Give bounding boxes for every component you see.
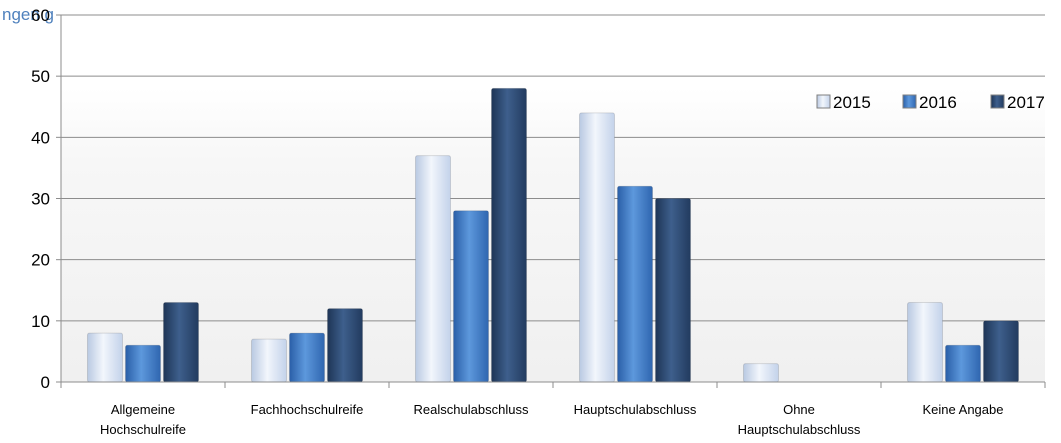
legend-label: 2017	[1007, 93, 1045, 112]
x-tick-label: Hauptschulabschluss	[738, 422, 861, 437]
bar-2015	[87, 332, 123, 383]
y-tick-label: 0	[41, 373, 50, 392]
bar-2015	[743, 363, 779, 383]
legend-swatch	[902, 94, 917, 109]
bar-2015	[579, 112, 615, 383]
x-tick-label: Allgemeine	[111, 402, 175, 417]
y-tick-label: 10	[31, 312, 50, 331]
bar-2016	[453, 210, 489, 383]
bar-2016	[125, 344, 161, 383]
legend-label: 2015	[833, 93, 871, 112]
x-tick-label: Fachhochschulreife	[251, 402, 364, 417]
x-tick-label: Ohne	[783, 402, 815, 417]
x-tick-label: Hauptschulabschluss	[574, 402, 697, 417]
y-tick-label: 60	[31, 6, 50, 25]
bar-2016	[289, 332, 325, 383]
y-tick-label: 20	[31, 251, 50, 270]
y-tick-label: 50	[31, 67, 50, 86]
bar-2017	[491, 87, 527, 383]
bar-2016	[945, 344, 981, 383]
x-tick-label: Hochschulreife	[100, 422, 186, 437]
legend-swatch	[990, 94, 1005, 109]
x-tick-label: Realschulabschluss	[414, 402, 529, 417]
y-tick-label: 30	[31, 190, 50, 209]
y-tick-label: 40	[31, 128, 50, 147]
bar-2016	[617, 185, 653, 383]
bar-2015	[415, 155, 451, 383]
bar-2017	[327, 308, 363, 383]
bar-2017	[983, 320, 1019, 383]
chart-title-partial: ngen g	[2, 5, 54, 24]
bar-2017	[655, 198, 691, 383]
bar-2017	[163, 301, 199, 383]
legend-label: 2016	[919, 93, 957, 112]
plot-background	[61, 88, 1045, 382]
bar-2015	[907, 301, 943, 383]
x-tick-label: Keine Angabe	[923, 402, 1004, 417]
legend-swatch	[816, 94, 831, 109]
bar-2015	[251, 338, 287, 383]
